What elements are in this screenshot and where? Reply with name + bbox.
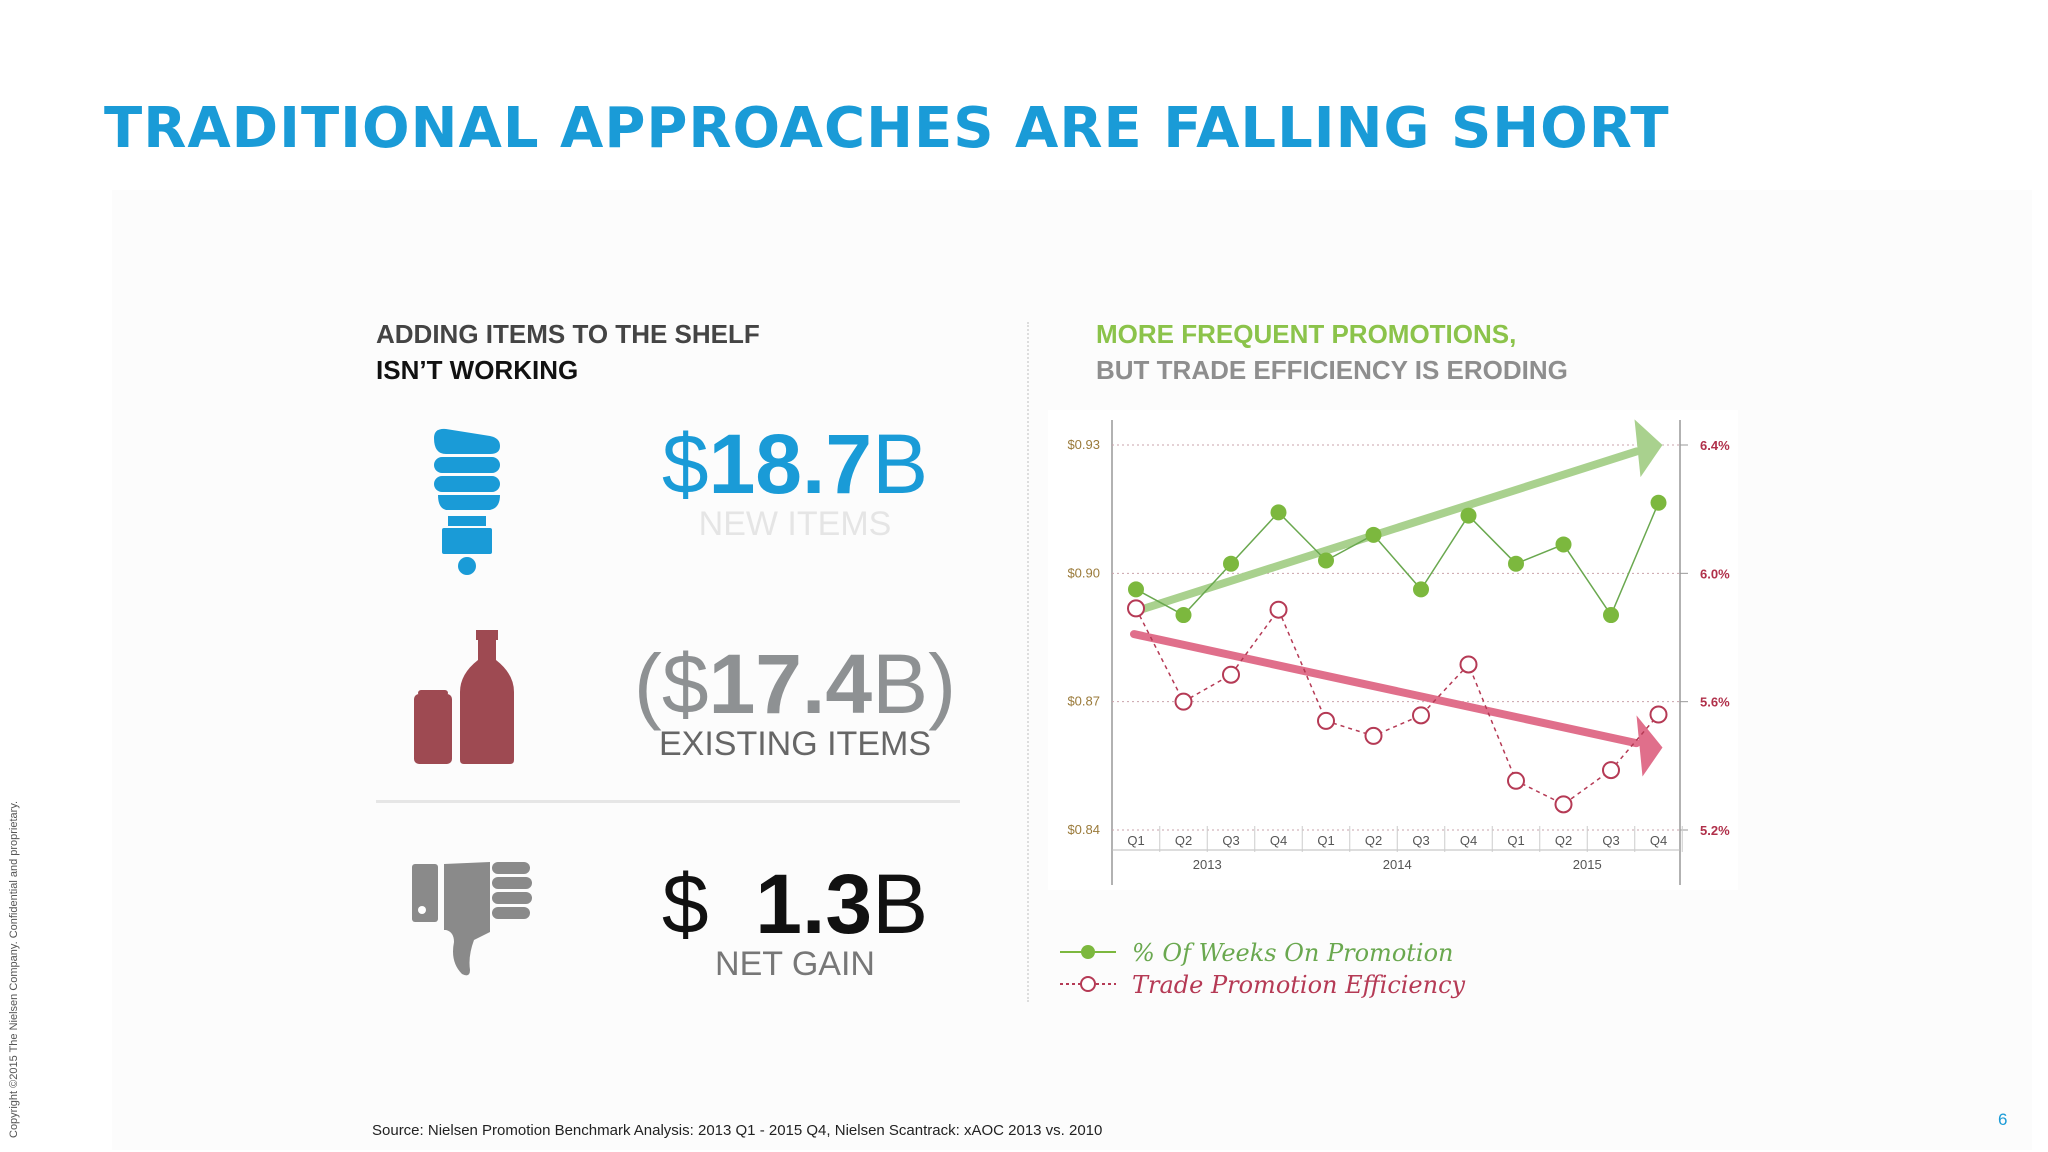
x-tick-label: Q3 — [1602, 833, 1619, 848]
promotion-weeks-point — [1413, 581, 1429, 598]
metric-net-gain-label: NET GAIN — [715, 945, 875, 983]
promotion-weeks-point — [1650, 494, 1667, 511]
right-heading-line1: MORE FREQUENT PROMOTIONS, — [1096, 319, 1517, 349]
promotion-weeks-line — [1135, 502, 1660, 617]
chart-plot-background — [1048, 410, 1738, 890]
light-bulb-icon — [434, 428, 500, 575]
year-label: 2015 — [1573, 857, 1602, 872]
down-trend-arrowhead — [1636, 715, 1663, 777]
left-axis-tick-label: $0.87 — [1067, 694, 1100, 709]
up-trend-arrow — [1130, 447, 1641, 616]
right-axis-tick-label: 6.0% — [1700, 566, 1730, 581]
x-tick-label: Q1 — [1127, 833, 1144, 848]
page-number: 6 — [1998, 1110, 2008, 1129]
left-heading-line1: ADDING ITEMS TO THE SHELF — [376, 319, 760, 349]
metric-net-gain-value: $ 1.3B — [661, 857, 929, 951]
copyright-notice: Copyright ©2015 The Nielsen Company. Con… — [8, 800, 20, 1138]
left-axis-tick-label: $0.90 — [1067, 565, 1100, 580]
x-tick-label: Q3 — [1412, 833, 1429, 848]
year-label: 2013 — [1193, 857, 1222, 872]
left-axis-tick-label: $0.93 — [1067, 437, 1100, 452]
metric-net-gain: $ 1.3B NET GAIN — [595, 856, 995, 984]
right-heading: MORE FREQUENT PROMOTIONS, BUT TRADE EFFI… — [1096, 316, 1568, 388]
trade-efficiency-point — [1602, 761, 1620, 780]
trade-efficiency-point — [1554, 795, 1573, 814]
x-tick-label: Q4 — [1460, 833, 1477, 848]
trade-efficiency-point — [1174, 692, 1193, 711]
metric-new-items: $18.7B NEW ITEMS — [595, 416, 995, 544]
legend-promotion-swatch-marker — [1081, 945, 1095, 959]
promotion-weeks-point — [1128, 581, 1144, 598]
x-tick-label: Q2 — [1365, 833, 1382, 848]
up-trend-arrowhead — [1634, 419, 1663, 478]
x-tick-label: Q2 — [1175, 833, 1192, 848]
metric-new-items-value: $18.7B — [661, 417, 929, 511]
trade-efficiency-point — [1507, 771, 1525, 790]
down-trend-arrow — [1130, 630, 1641, 748]
trade-efficiency-point — [1649, 705, 1668, 724]
source-note: Source: Nielsen Promotion Benchmark Anal… — [372, 1122, 1103, 1139]
trade-efficiency-point — [1222, 665, 1240, 684]
metric-new-items-label: NEW ITEMS — [698, 505, 892, 543]
promotion-weeks-point — [1318, 552, 1334, 569]
right-axis-tick-label: 6.4% — [1700, 438, 1730, 453]
promotion-weeks-point — [1270, 504, 1287, 521]
promotion-weeks-point — [1365, 526, 1382, 543]
trade-efficiency-point — [1127, 599, 1145, 618]
trade-efficiency-point — [1269, 600, 1288, 619]
left-heading-line2: ISN’T WORKING — [376, 355, 579, 385]
promotion-weeks-point — [1603, 607, 1619, 624]
trade-efficiency-point — [1412, 706, 1430, 725]
thumbs-down-icon — [412, 862, 532, 976]
metrics-divider — [376, 800, 960, 803]
legend-promotion-label: % Of Weeks On Promotion — [1132, 939, 1454, 967]
legend-efficiency-swatch-marker — [1080, 976, 1096, 992]
promotion-weeks-point — [1460, 507, 1477, 524]
metric-existing-items-value: ($17.4B) — [633, 637, 957, 731]
promotion-weeks-point — [1508, 555, 1524, 572]
slide-title: TRADITIONAL APPROACHES ARE FALLING SHORT — [104, 96, 1670, 161]
metric-existing-items: ($17.4B) EXISTING ITEMS — [595, 636, 995, 764]
right-axis-tick-label: 5.6% — [1700, 695, 1730, 710]
promotion-weeks-point — [1175, 607, 1192, 624]
x-tick-label: Q1 — [1317, 833, 1334, 848]
promotion-efficiency-chart: $0.93 $0.90 $0.87 $0.84 6.4% 6.0% 5.6% 5.2% Q1 Q2… — [1048, 410, 1738, 999]
year-label: 2014 — [1383, 857, 1412, 872]
promotion-weeks-point — [1223, 555, 1239, 572]
trade-efficiency-point — [1317, 711, 1335, 730]
x-tick-label: Q1 — [1507, 833, 1524, 848]
x-tick-label: Q4 — [1270, 833, 1287, 848]
trade-efficiency-point — [1364, 726, 1383, 745]
left-heading: ADDING ITEMS TO THE SHELF ISN’T WORKING — [376, 316, 760, 388]
x-tick-label: Q4 — [1650, 833, 1667, 848]
right-heading-line2: BUT TRADE EFFICIENCY IS ERODING — [1096, 355, 1568, 385]
can-and-bottle-icon — [414, 630, 514, 764]
column-divider — [1027, 322, 1029, 1002]
x-tick-label: Q2 — [1555, 833, 1572, 848]
trade-efficiency-line — [1135, 608, 1660, 806]
metric-existing-items-label: EXISTING ITEMS — [658, 725, 932, 763]
left-axis-tick-label: $0.84 — [1067, 822, 1100, 837]
right-axis-tick-label: 5.2% — [1700, 823, 1730, 838]
legend-efficiency-label: Trade Promotion Efficiency — [1132, 971, 1466, 999]
trade-efficiency-point — [1459, 655, 1478, 674]
promotion-weeks-point — [1555, 536, 1572, 553]
x-tick-label: Q3 — [1222, 833, 1239, 848]
